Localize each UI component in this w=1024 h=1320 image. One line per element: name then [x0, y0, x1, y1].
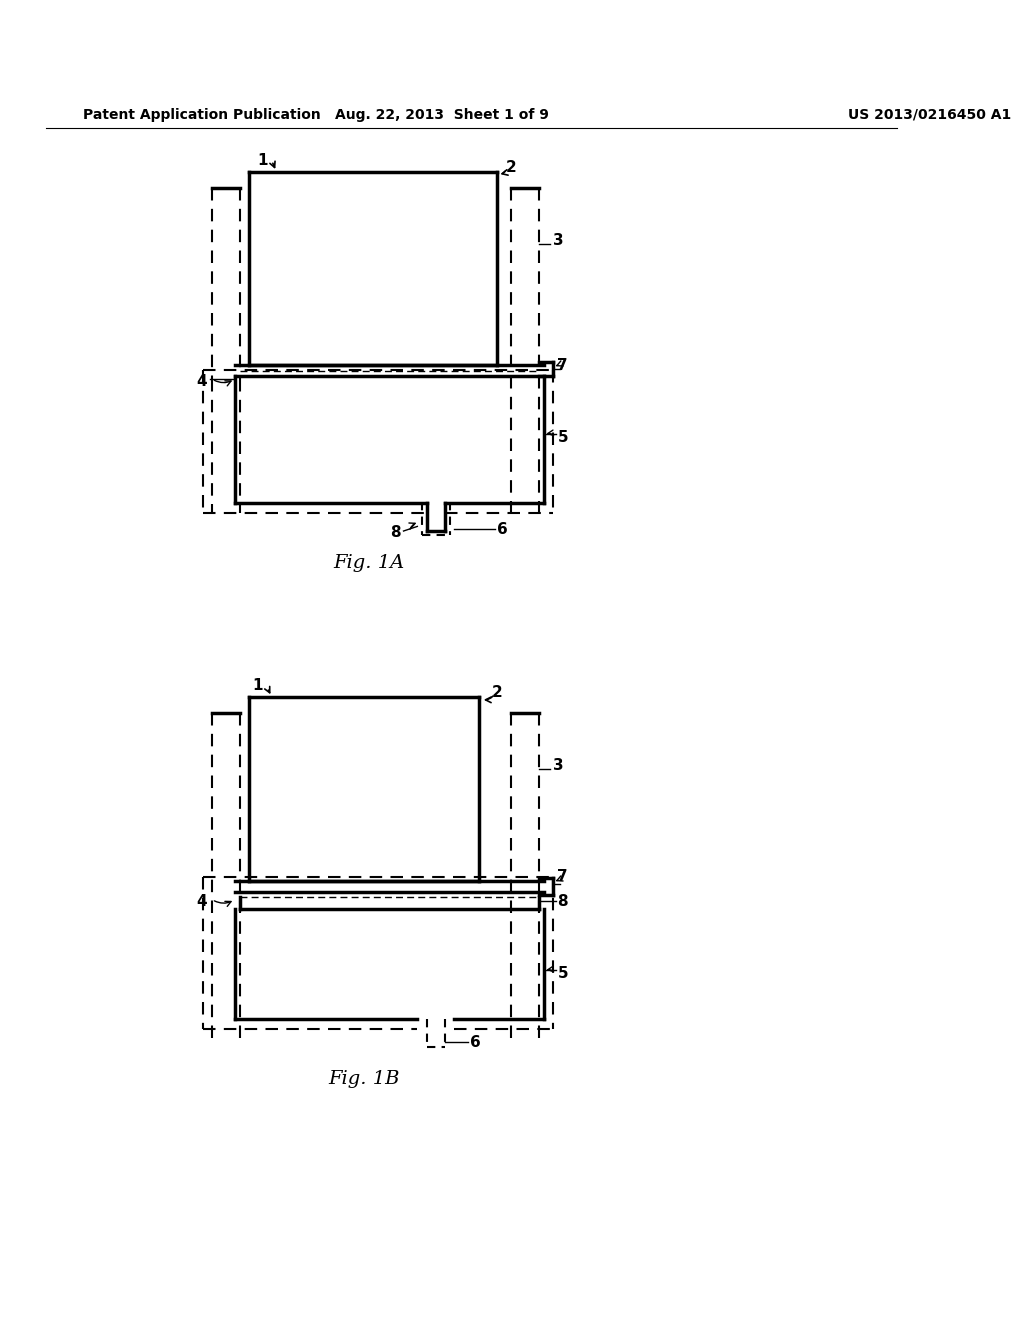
Text: Fig. 1B: Fig. 1B [328, 1071, 399, 1088]
Text: 3: 3 [553, 759, 563, 774]
Text: 3: 3 [553, 234, 563, 248]
Text: 4: 4 [197, 894, 207, 909]
Text: 5: 5 [557, 429, 568, 445]
Text: 4: 4 [197, 375, 207, 389]
Text: 6: 6 [470, 1035, 480, 1049]
Text: Patent Application Publication: Patent Application Publication [83, 108, 321, 121]
Text: Fig. 1A: Fig. 1A [333, 554, 404, 573]
Text: 7: 7 [557, 869, 568, 884]
Text: 2: 2 [506, 160, 517, 174]
Text: 8: 8 [557, 894, 568, 909]
Text: Aug. 22, 2013  Sheet 1 of 9: Aug. 22, 2013 Sheet 1 of 9 [335, 108, 549, 121]
Text: 1: 1 [257, 153, 268, 168]
Text: 2: 2 [493, 685, 503, 700]
Text: US 2013/0216450 A1: US 2013/0216450 A1 [848, 108, 1011, 121]
Text: 8: 8 [390, 525, 400, 540]
Text: 7: 7 [557, 358, 568, 372]
Text: 1: 1 [253, 678, 263, 693]
Text: 6: 6 [498, 521, 508, 537]
Text: 5: 5 [557, 966, 568, 981]
